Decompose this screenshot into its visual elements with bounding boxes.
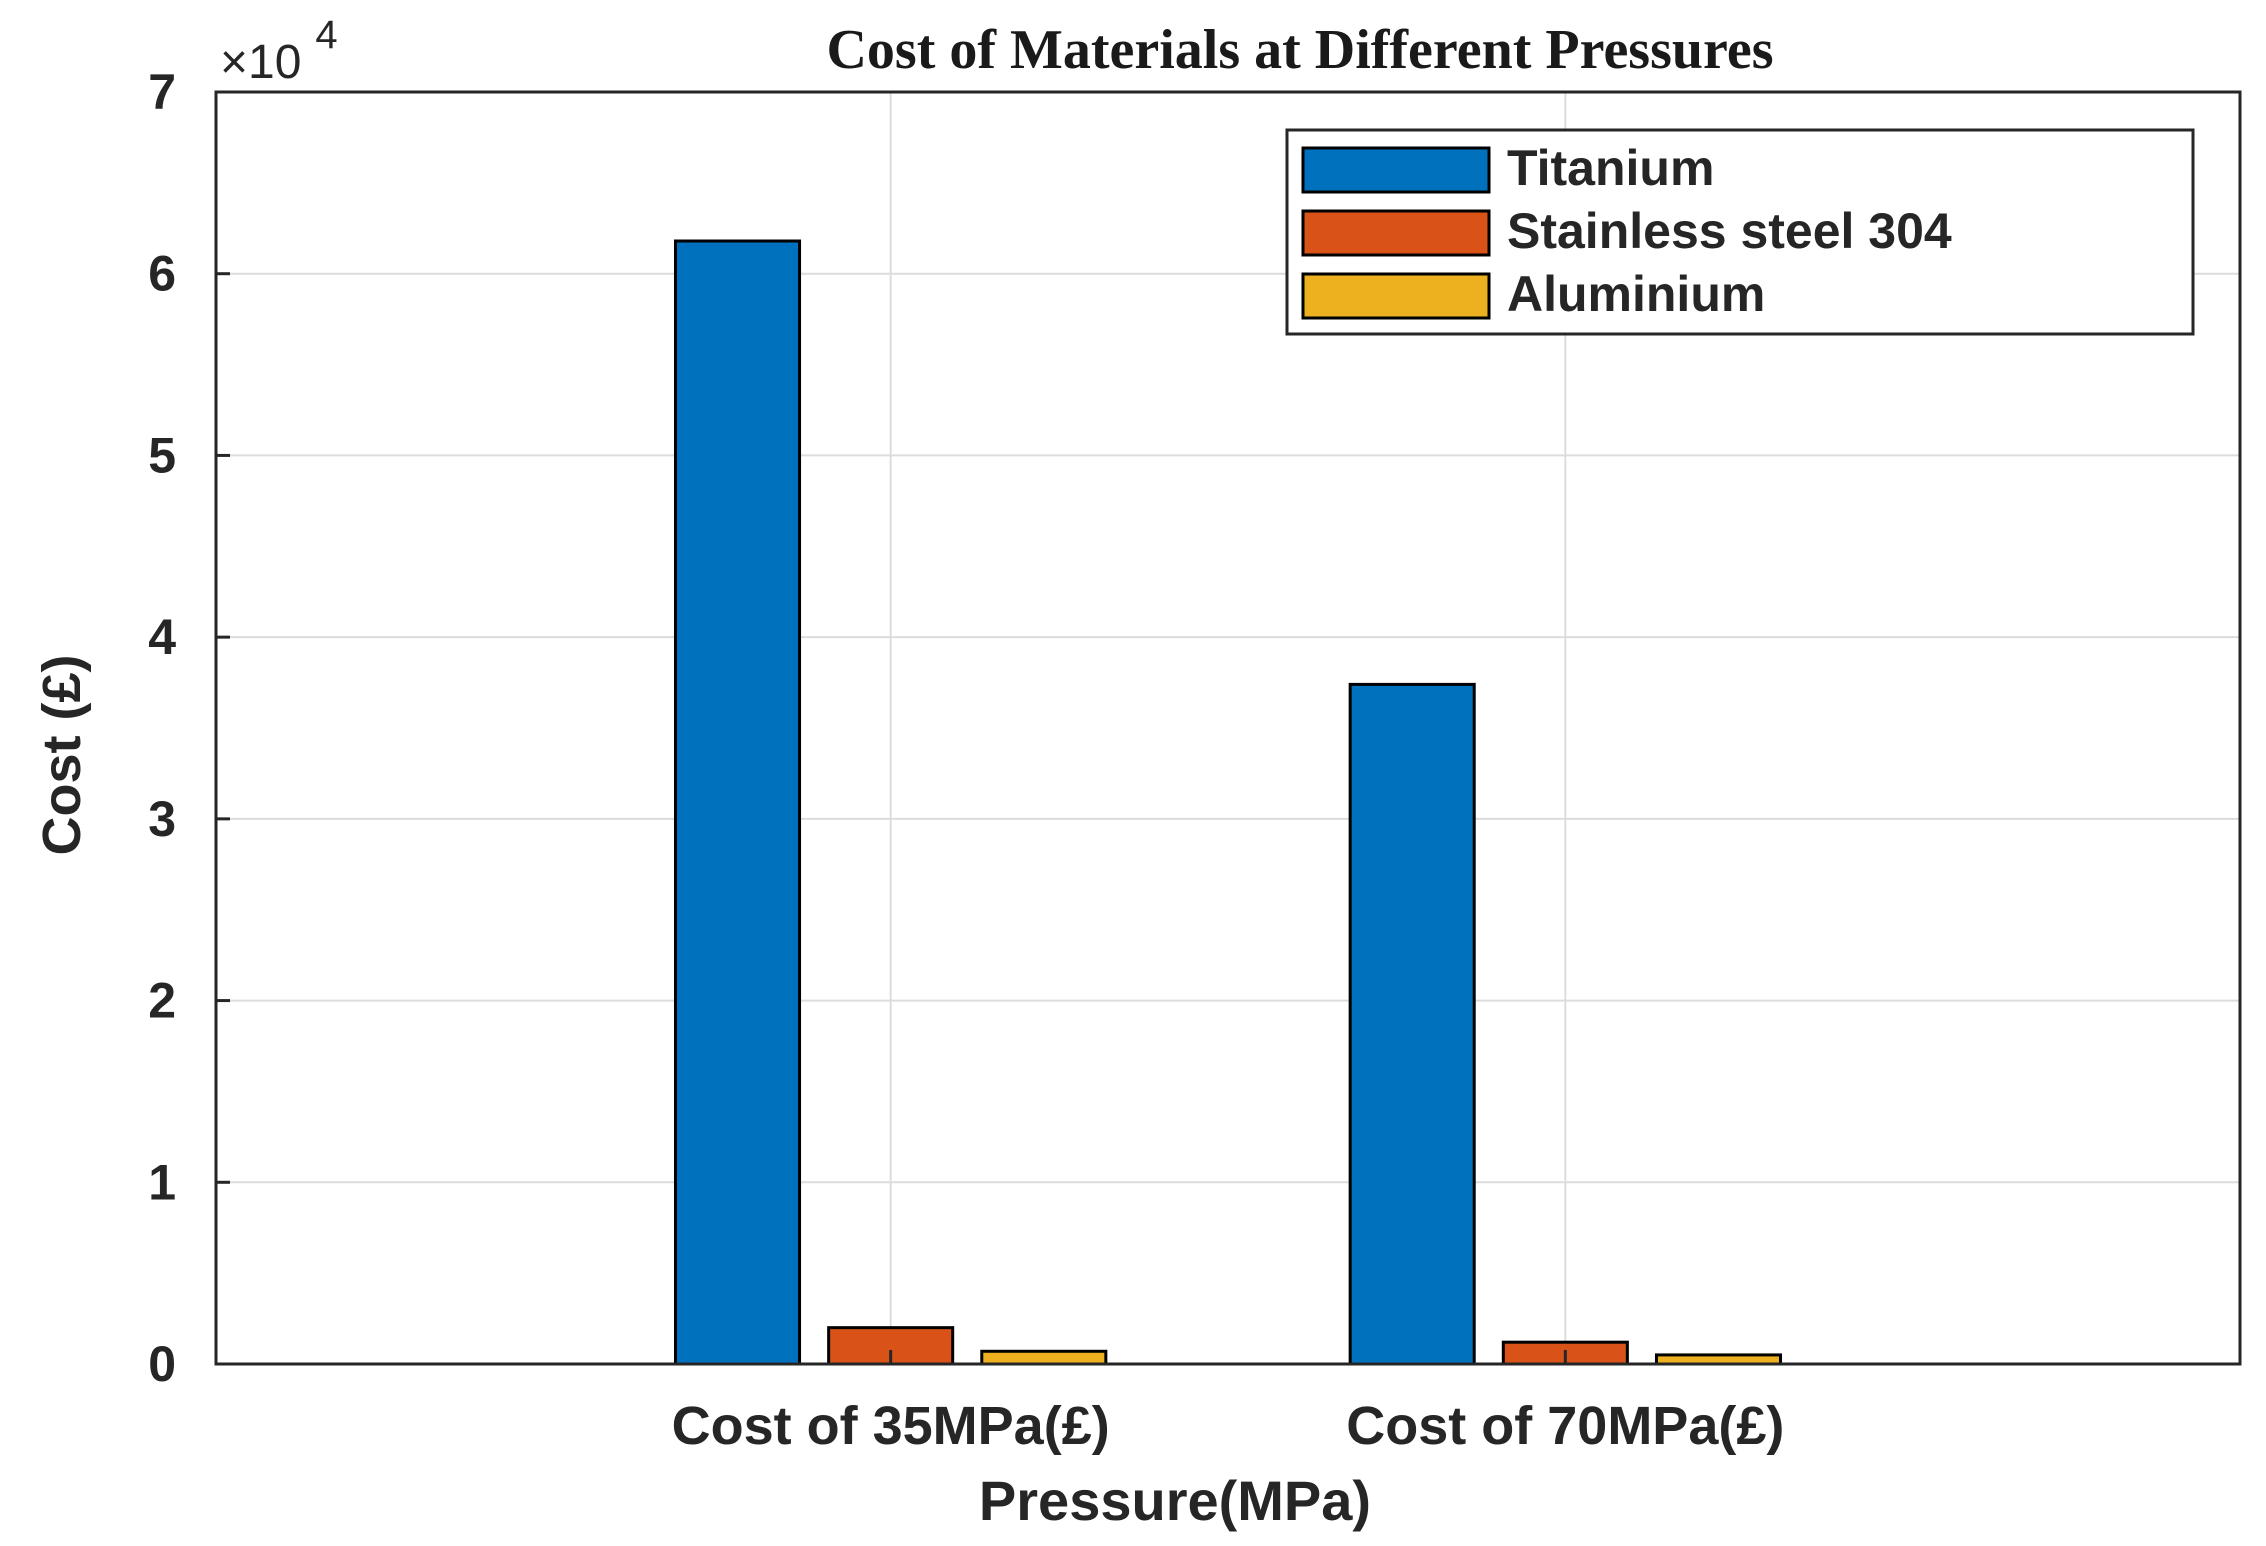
y-tick-label: 4: [148, 609, 176, 665]
y-tick-label: 1: [148, 1154, 176, 1210]
x-tick-labels: Cost of 35MPa(£) Cost of 70MPa(£): [672, 1350, 1784, 1456]
legend-swatch: [1301, 272, 1491, 320]
legend-label: Stainless steel 304: [1507, 203, 1952, 259]
exponent-power: 4: [315, 13, 337, 57]
y-tick-labels: 0 1 2 3 4 5 6 7: [148, 64, 230, 1392]
x-tick-label: Cost of 35MPa(£): [672, 1396, 1110, 1456]
y-tick-label: 5: [148, 427, 176, 483]
y-tick-label: 7: [148, 64, 176, 120]
y-tick-label: 2: [148, 973, 176, 1029]
legend-label: Titanium: [1507, 140, 1714, 196]
legend-label: Aluminium: [1507, 266, 1765, 322]
x-tick-label: Cost of 70MPa(£): [1346, 1396, 1784, 1456]
bar-titanium: [1348, 682, 1476, 1366]
y-exponent-label: ×10 4: [220, 13, 338, 89]
bars: [673, 239, 1783, 1366]
bar-aluminium: [980, 1349, 1108, 1366]
y-axis-label: Cost (£): [32, 655, 92, 856]
y-tick-label: 3: [148, 791, 176, 847]
x-axis-label: Pressure(MPa): [979, 1469, 1371, 1532]
legend-swatch: [1301, 209, 1491, 257]
plot-frame: [214, 90, 2242, 1366]
y-tick-label: 6: [148, 246, 176, 302]
legend-entries: Titanium Stainless steel 304 Aluminium: [1301, 140, 1952, 322]
bar-titanium: [673, 239, 802, 1366]
chart-title: Cost of Materials at Different Pressures: [826, 19, 1773, 81]
y-tick-label: 0: [148, 1336, 176, 1392]
exponent-base: ×10: [220, 36, 301, 89]
legend: Titanium Stainless steel 304 Aluminium: [1285, 128, 2195, 336]
legend-swatch: [1301, 146, 1491, 194]
